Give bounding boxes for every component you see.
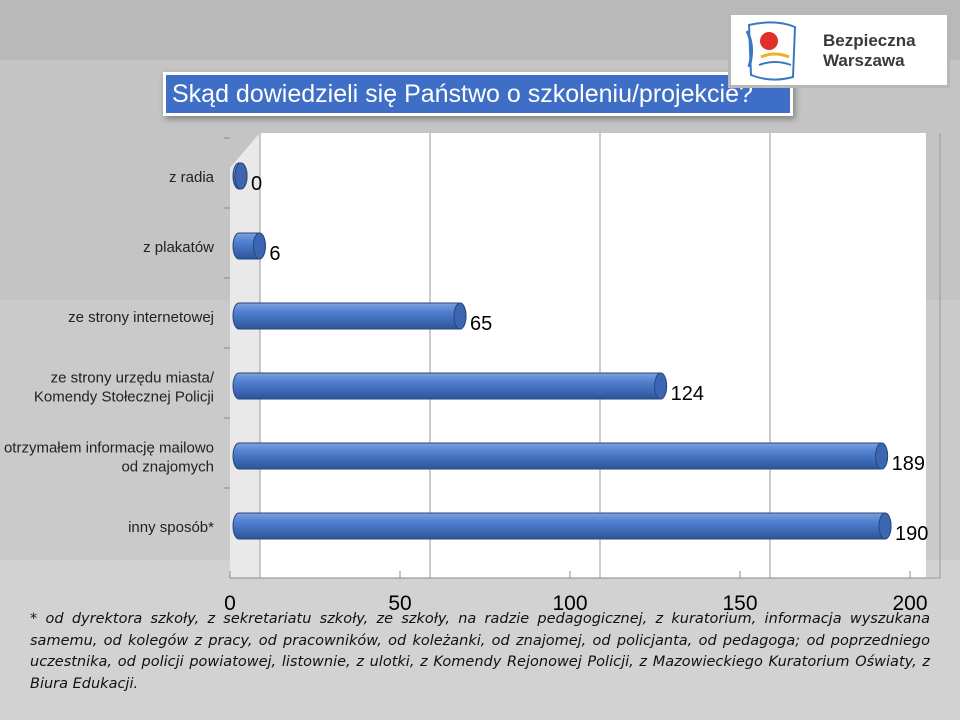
bar-end-cap	[234, 162, 248, 190]
x-tick-label: 50	[388, 592, 411, 615]
plot-area	[230, 133, 926, 578]
category-label: inny sposób*	[128, 519, 214, 536]
category-label: ze strony urzędu miasta/Komendy Stołeczn…	[34, 370, 215, 406]
bar-end-cap	[878, 512, 892, 540]
bar	[232, 442, 889, 470]
footnote: * od dyrektora szkoły, z sekretariatu sz…	[30, 611, 930, 692]
category-label-line: ze strony urzędu miasta/	[51, 370, 215, 387]
category-label: z plakatów	[143, 239, 214, 256]
bars	[232, 162, 892, 540]
data-label: 0	[251, 173, 262, 195]
x-axis: 0 50 100 150 200	[224, 571, 928, 615]
logo-text-line-2: Warszawa	[823, 51, 905, 70]
data-label: 65	[470, 313, 492, 335]
category-label-line: od znajomych	[121, 459, 214, 476]
category-label: z radia	[169, 169, 215, 186]
bar	[232, 302, 467, 330]
x-tick-label: 100	[552, 592, 587, 615]
logo-text-line-1: Bezpieczna	[823, 31, 916, 50]
x-tick-label: 0	[224, 592, 236, 615]
gridlines	[230, 133, 941, 579]
category-label-line: z plakatów	[143, 239, 214, 256]
category-label-line: Komendy Stołecznej Policji	[34, 389, 214, 406]
category-label: ze strony internetowej	[68, 309, 214, 326]
bar-end-cap	[252, 232, 266, 260]
category-label-line: inny sposób*	[128, 519, 214, 536]
y-axis-categories: z radia z plakatów ze strony internetowej z…	[4, 137, 230, 536]
bar-end-cap	[654, 372, 668, 400]
category-label-line: otrzymałem informację mailowo	[4, 440, 214, 457]
data-label: 189	[892, 453, 925, 475]
data-label: 190	[895, 523, 928, 545]
bar	[232, 372, 668, 400]
bezpieczna-warszawa-logo: Bezpieczna Warszawa	[728, 12, 950, 88]
category-label-line: z radia	[169, 169, 215, 186]
bar-end-cap	[453, 302, 467, 330]
category-label-line: ze strony internetowej	[68, 309, 214, 326]
bar-chart: 0 50 100 150 200 z radia z plakatów ze strony …	[4, 133, 941, 615]
data-label: 124	[671, 383, 704, 405]
data-label: 6	[269, 243, 280, 265]
category-label: otrzymałem informację mailowo od znajomyc…	[4, 440, 214, 476]
data-labels: 0 6 65 124 189 190	[251, 173, 928, 545]
slide-title: Skąd dowiedzieli się Państwo o szkoleniu…	[163, 72, 793, 116]
x-tick-label: 200	[892, 592, 927, 615]
x-tick-label: 150	[722, 592, 757, 615]
bar	[232, 512, 892, 540]
bar-end-cap	[875, 442, 889, 470]
logo-emblem-icon	[745, 21, 797, 81]
